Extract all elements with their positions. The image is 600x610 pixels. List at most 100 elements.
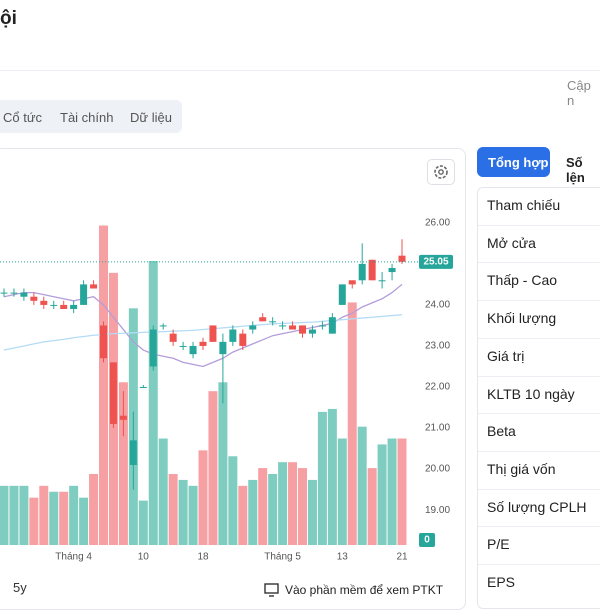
- info-label: Giá trị: [487, 347, 525, 364]
- candle-body: [308, 329, 316, 334]
- page-title: ội: [0, 8, 17, 29]
- price-label: 25.05: [423, 256, 448, 267]
- volume-bar: [357, 426, 367, 545]
- x-tick-label: Tháng 5: [264, 552, 301, 563]
- candle-body: [318, 325, 326, 327]
- volume-bar: [39, 485, 49, 545]
- volume-bar: [248, 479, 258, 545]
- candle-body: [299, 325, 306, 334]
- volume-bar: [298, 468, 307, 545]
- volume-bar: [347, 302, 357, 545]
- candle-body: [328, 317, 336, 334]
- volume-bar: [397, 438, 407, 545]
- info-label: KLTB 10 ngày: [487, 385, 575, 402]
- side-tab[interactable]: Số lện: [566, 155, 585, 185]
- x-tick-label: Tháng 4: [55, 552, 92, 563]
- volume-label-bg: [419, 533, 435, 547]
- candle-body: [338, 284, 346, 305]
- candle-body: [269, 321, 277, 323]
- volume-bar: [218, 382, 228, 545]
- row-separator: [478, 375, 600, 377]
- info-label: Thấp - Cao: [487, 272, 558, 289]
- volume-bar: [337, 438, 347, 545]
- row-separator: [478, 488, 600, 490]
- volume-bar: [0, 485, 9, 545]
- volume-bar: [377, 444, 387, 545]
- volume-bar: [288, 462, 298, 545]
- candle-body: [259, 317, 267, 322]
- volume-bar: [208, 391, 218, 545]
- volume-bar: [188, 485, 198, 545]
- ptkt-link[interactable]: Vào phần mềm để xem PTKT: [285, 583, 444, 597]
- candle-body: [348, 280, 356, 285]
- info-label: Khối lượng: [487, 310, 557, 327]
- y-tick-label: 19.00: [425, 505, 450, 516]
- row-separator: [478, 450, 600, 452]
- candle-body: [289, 325, 297, 330]
- volume-bar: [278, 462, 288, 545]
- monitor-icon: [264, 583, 279, 597]
- chart: 19.0020.0021.0022.0023.0024.0025.0026.00…: [0, 217, 453, 563]
- x-tick-label: 21: [396, 552, 408, 563]
- volume-bar: [387, 438, 397, 545]
- row-separator: [478, 262, 600, 264]
- candle-body: [10, 292, 18, 294]
- candle-body: [60, 304, 68, 310]
- row-separator: [478, 300, 600, 302]
- volume-bar: [118, 382, 128, 545]
- side-tab[interactable]: Tổng hợp: [488, 155, 549, 170]
- candle-body: [169, 333, 177, 342]
- candle-body: [139, 386, 147, 388]
- settings-button[interactable]: [427, 159, 455, 185]
- candle-body: [70, 304, 78, 310]
- candle-body: [388, 267, 396, 273]
- volume-bar: [268, 474, 278, 545]
- row-separator: [478, 337, 600, 339]
- volume-bar: [317, 411, 327, 545]
- range-button[interactable]: 5y: [13, 580, 27, 595]
- active-tab-bg: [477, 147, 550, 177]
- volume-bar: [29, 497, 39, 545]
- x-tick-label: 10: [138, 552, 150, 563]
- volume-bar: [9, 485, 19, 545]
- y-tick-label: 21.00: [425, 423, 450, 434]
- candle-body: [40, 300, 48, 305]
- volume-bar: [158, 438, 168, 545]
- price-label-bg: [419, 254, 453, 269]
- volume-bar: [99, 225, 108, 545]
- volume-bar: [307, 479, 317, 545]
- candle-body: [279, 325, 287, 327]
- volume-bar: [258, 468, 268, 545]
- y-tick-label: 26.00: [425, 217, 450, 228]
- volume-bar: [89, 474, 99, 545]
- tab[interactable]: Dữ liệu: [130, 110, 172, 125]
- volume-bar: [148, 261, 158, 545]
- volume-bar: [178, 479, 188, 545]
- candle-body: [0, 292, 8, 294]
- volume-bar: [138, 500, 148, 545]
- candle-body: [199, 341, 207, 346]
- candle-body: [30, 296, 38, 301]
- y-tick-label: 23.00: [425, 341, 450, 352]
- x-tick-label: 18: [197, 552, 209, 563]
- candle-body: [368, 259, 376, 281]
- tab[interactable]: Tài chính: [60, 110, 114, 125]
- candle-body: [249, 325, 257, 330]
- candle-body: [80, 284, 88, 305]
- candle-body: [219, 341, 227, 355]
- gear-icon: [434, 165, 448, 179]
- candle-body: [129, 440, 137, 465]
- info-label: P/E: [487, 536, 510, 553]
- y-tick-label: 22.00: [425, 382, 450, 393]
- y-tick-label: 20.00: [425, 464, 450, 475]
- candle-body: [209, 325, 217, 342]
- candle-body: [159, 325, 167, 327]
- candle-body: [179, 345, 187, 347]
- candle-body: [358, 263, 366, 281]
- tab[interactable]: Cổ tức: [3, 110, 43, 125]
- row-separator: [478, 413, 600, 415]
- info-label: Tham chiếu: [487, 197, 561, 213]
- candle-body: [239, 333, 247, 346]
- volume-bar: [168, 474, 178, 545]
